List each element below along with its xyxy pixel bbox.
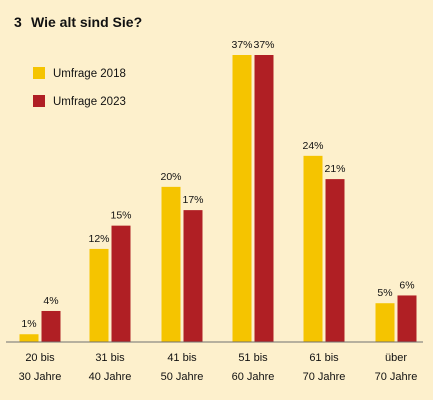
bar-2018-0 — [19, 334, 39, 342]
value-label-2023-3: 37% — [253, 39, 274, 51]
category-label-0-line-2: 30 Jahre — [19, 371, 62, 383]
bar-2018-2 — [161, 186, 181, 342]
figure-number: 3 — [14, 14, 22, 30]
bars — [19, 55, 417, 342]
value-label-2023-1: 15% — [110, 210, 131, 222]
category-labels: 20 bis 30 Jahre 31 bis 40 Jahre 41 bis 50 Jah… — [19, 352, 418, 383]
bar-2023-1 — [111, 225, 131, 342]
category-label-2-line-2: 50 Jahre — [161, 371, 204, 383]
value-label-2018-1: 12% — [88, 233, 109, 245]
bar-2023-4 — [325, 179, 345, 342]
value-label-2018-4: 24% — [302, 140, 323, 152]
bar-2018-4 — [303, 155, 323, 342]
category-label-0-line-1: 20 bis — [25, 352, 55, 364]
chart-title: Wie alt sind Sie? — [31, 14, 142, 30]
value-labels: 1% 4% 12%15% 20%17% 37% 37% 24%21% 5% 6% — [21, 39, 414, 330]
bar-2018-1 — [89, 248, 109, 342]
category-label-5-line-1: über — [385, 352, 407, 364]
value-label-2023-5: 6% — [399, 279, 414, 291]
value-label-2018-2: 20% — [160, 171, 181, 183]
bar-2023-5 — [397, 295, 417, 342]
legend-label-2018: Umfrage 2018 — [53, 68, 126, 80]
category-label-3-line-2: 60 Jahre — [232, 371, 275, 383]
category-label-3-line-1: 51 bis — [238, 352, 268, 364]
category-label-2-line-1: 41 bis — [167, 352, 197, 364]
category-label-4-line-1: 61 bis — [309, 352, 339, 364]
legend-swatch-2023 — [33, 95, 45, 107]
bar-2018-3 — [232, 55, 252, 342]
legend-swatch-2018 — [33, 67, 45, 79]
category-label-4-line-2: 70 Jahre — [303, 371, 346, 383]
value-label-2023-0: 4% — [43, 295, 58, 307]
legend-label-2023: Umfrage 2023 — [53, 96, 126, 108]
legend: Umfrage 2018 Umfrage 2023 — [33, 67, 126, 108]
value-label-2018-5: 5% — [377, 287, 392, 299]
bar-2018-5 — [375, 303, 395, 342]
category-label-1-line-2: 40 Jahre — [89, 371, 132, 383]
value-label-2018-0: 1% — [21, 318, 36, 330]
value-label-2018-3: 37% — [231, 39, 252, 51]
bar-2023-0 — [41, 310, 61, 342]
category-label-5-line-2: 70 Jahre — [375, 371, 418, 383]
bar-2023-3 — [254, 55, 274, 342]
bar-2023-2 — [183, 210, 203, 342]
value-label-2023-2: 17% — [182, 194, 203, 206]
value-label-2023-4: 21% — [324, 163, 345, 175]
category-label-1-line-1: 31 bis — [95, 352, 125, 364]
